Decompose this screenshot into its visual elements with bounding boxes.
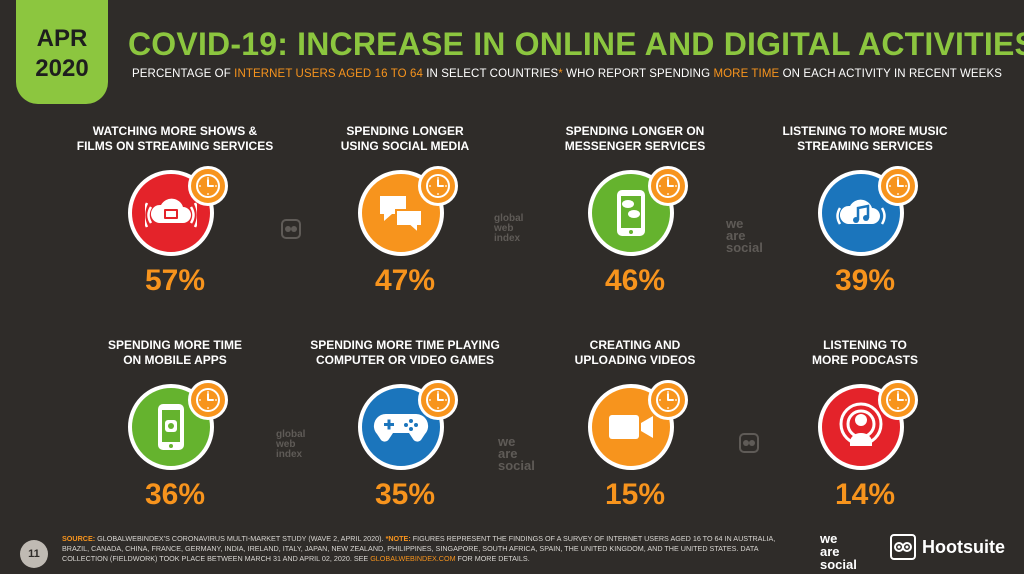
clock-icon — [878, 166, 918, 206]
source-text: GLOBALWEBINDEX'S CORONAVIRUS MULTI-MARKE… — [95, 534, 386, 543]
activity-icon-group — [120, 164, 230, 258]
note-label: *NOTE: — [385, 534, 411, 543]
activity-label: SPENDING MORE TIME ON MOBILE APPS — [107, 338, 242, 367]
activity-icon-group — [580, 378, 690, 472]
subtitle-part: ON EACH ACTIVITY IN RECENT WEEKS — [779, 68, 1002, 80]
note-tail: FOR MORE DETAILS. — [455, 554, 530, 563]
clock-icon — [418, 166, 458, 206]
activity-percentage: 46% — [604, 264, 666, 297]
subtitle-highlight: MORE TIME — [713, 68, 780, 80]
source-link[interactable]: GLOBALWEBINDEX.COM — [370, 554, 456, 563]
hootsuite-watermark-icon — [738, 432, 760, 457]
activity-percentage: 14% — [834, 478, 896, 511]
date-year: 2020 — [35, 55, 89, 82]
clock-icon — [648, 166, 688, 206]
activity-percentage: 57% — [144, 264, 206, 297]
activity-icon-group — [120, 378, 230, 472]
activity-tile: SPENDING LONGER ON MESSENGER SERVICES 46% — [520, 118, 750, 318]
activity-tile: SPENDING LONGER USING SOCIAL MEDIA 47% — [290, 118, 520, 318]
subtitle-part: WHO REPORT SPENDING — [562, 68, 714, 80]
date-month: APR — [36, 25, 88, 52]
note-text: FIGURES REPRESENT THE FINDINGS OF A SURV… — [62, 534, 776, 563]
hootsuite-watermark-icon — [280, 218, 302, 243]
activity-tile: SPENDING MORE TIME PLAYING COMPUTER OR V… — [290, 332, 520, 532]
hootsuite-logo: Hootsuite — [890, 534, 1005, 560]
activity-icon-group — [350, 378, 460, 472]
activity-percentage: 35% — [374, 478, 436, 511]
activity-percentage: 39% — [834, 264, 896, 297]
activity-tile: LISTENING TO MORE PODCASTS 14% — [750, 332, 980, 532]
we-are-social-logo: we are social — [820, 531, 857, 572]
activity-label: CREATING AND UPLOADING VIDEOS — [574, 338, 696, 367]
activity-label: SPENDING LONGER ON MESSENGER SERVICES — [564, 124, 706, 153]
activity-tile: WATCHING MORE SHOWS & FILMS ON STREAMING… — [60, 118, 290, 318]
clock-icon — [878, 380, 918, 420]
source-label: SOURCE: — [62, 534, 96, 543]
activity-tile: LISTENING TO MORE MUSIC STREAMING SERVIC… — [750, 118, 980, 318]
activity-label: LISTENING TO MORE MUSIC STREAMING SERVIC… — [782, 124, 948, 153]
was-watermark: we are social — [726, 216, 763, 255]
owl-icon — [890, 534, 916, 560]
was-watermark: we are social — [498, 434, 535, 473]
subtitle-part: IN SELECT COUNTRIES — [422, 68, 559, 80]
page-number: 11 — [20, 540, 48, 568]
activity-percentage: 15% — [604, 478, 666, 511]
activity-tile: CREATING AND UPLOADING VIDEOS 15% — [520, 332, 750, 532]
activity-grid: WATCHING MORE SHOWS & FILMS ON STREAMING… — [60, 118, 980, 518]
activity-label: SPENDING LONGER USING SOCIAL MEDIA — [340, 124, 470, 153]
activity-label: LISTENING TO MORE PODCASTS — [811, 338, 918, 367]
activity-percentage: 36% — [144, 478, 206, 511]
clock-icon — [418, 380, 458, 420]
activity-icon-group — [580, 164, 690, 258]
subtitle-part: PERCENTAGE OF — [132, 68, 235, 80]
source-note: SOURCE: GLOBALWEBINDEX'S CORONAVIRUS MUL… — [62, 534, 802, 564]
streaming-cloud-icon — [128, 170, 214, 256]
page-subtitle: PERCENTAGE OF INTERNET USERS AGED 16 TO … — [132, 68, 1002, 80]
subtitle-highlight: INTERNET USERS AGED 16 TO 64 — [234, 68, 423, 80]
gwi-watermark: global web index — [276, 429, 306, 460]
activity-icon-group — [810, 378, 920, 472]
hootsuite-wordmark: Hootsuite — [922, 536, 1005, 557]
video-camera-icon — [588, 384, 674, 470]
activity-percentage: 47% — [374, 264, 436, 297]
activity-tile: SPENDING MORE TIME ON MOBILE APPS 36% — [60, 332, 290, 532]
date-badge: APR 2020 — [16, 0, 108, 104]
page-title: COVID-19: INCREASE IN ONLINE AND DIGITAL… — [128, 26, 1024, 62]
clock-icon — [188, 166, 228, 206]
activity-label: WATCHING MORE SHOWS & FILMS ON STREAMING… — [76, 124, 274, 153]
activity-icon-group — [810, 164, 920, 258]
activity-icon-group — [350, 164, 460, 258]
clock-icon — [188, 380, 228, 420]
subtitle-asterisk: * — [558, 68, 563, 80]
activity-label: SPENDING MORE TIME PLAYING COMPUTER OR V… — [310, 338, 500, 367]
clock-icon — [648, 380, 688, 420]
chat-bubbles-icon — [358, 170, 444, 256]
gwi-watermark: global web index — [494, 213, 524, 244]
